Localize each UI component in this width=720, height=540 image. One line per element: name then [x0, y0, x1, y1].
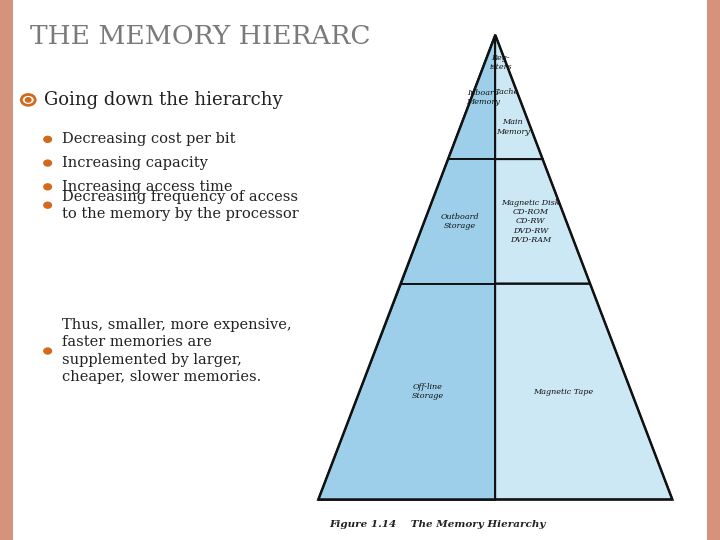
Polygon shape: [400, 159, 495, 284]
Text: Increasing access time: Increasing access time: [61, 180, 232, 194]
Circle shape: [44, 184, 52, 190]
Polygon shape: [495, 35, 543, 159]
Circle shape: [44, 348, 52, 354]
Polygon shape: [495, 284, 672, 500]
Text: Thus, smaller, more expensive,
faster memories are
supplemented by larger,
cheap: Thus, smaller, more expensive, faster me…: [61, 318, 291, 384]
Text: Figure 1.14    The Memory Hierarchy: Figure 1.14 The Memory Hierarchy: [329, 521, 545, 529]
Text: THE MEMORY HIERARC: THE MEMORY HIERARC: [30, 24, 371, 49]
Text: Decreasing frequency of access
to the memory by the processor: Decreasing frequency of access to the me…: [61, 190, 298, 221]
Text: Going down the hierarchy: Going down the hierarchy: [44, 91, 283, 109]
Text: Reg-
isters: Reg- isters: [489, 53, 512, 71]
Text: Off-line
Storage: Off-line Storage: [411, 383, 444, 400]
Text: Main
Memory: Main Memory: [496, 118, 530, 136]
Circle shape: [44, 202, 52, 208]
Circle shape: [44, 136, 52, 142]
Circle shape: [25, 98, 31, 102]
Text: Decreasing cost per bit: Decreasing cost per bit: [61, 132, 235, 146]
Circle shape: [44, 160, 52, 166]
Polygon shape: [448, 35, 495, 159]
Text: Inboard
Memory: Inboard Memory: [467, 89, 500, 106]
Text: Increasing capacity: Increasing capacity: [61, 156, 207, 170]
Text: Magnetic Tape: Magnetic Tape: [534, 388, 593, 395]
Polygon shape: [495, 159, 590, 284]
Text: Outboard
Storage: Outboard Storage: [441, 213, 479, 230]
Polygon shape: [318, 284, 495, 500]
Text: Cache: Cache: [493, 88, 519, 96]
Text: Magnetic Disk
CD-ROM
CD-RW
DVD-RW
DVD-RAM: Magnetic Disk CD-ROM CD-RW DVD-RW DVD-RA…: [502, 199, 560, 244]
